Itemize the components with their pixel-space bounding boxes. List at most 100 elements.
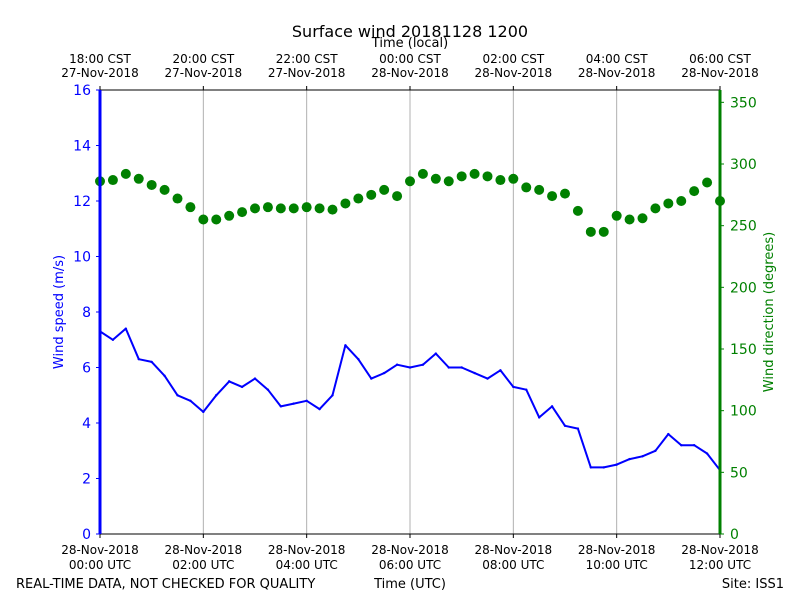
wind-speed-point (512, 385, 515, 389)
wind-direction-point (107, 175, 118, 186)
wind-direction-point (314, 203, 325, 214)
wind-direction-point (275, 203, 286, 214)
wind-speed-point (279, 405, 283, 408)
wind-speed-point (357, 357, 360, 361)
wind-speed-point (563, 424, 567, 427)
wind-direction-point (508, 173, 519, 184)
wind-speed-point (628, 457, 631, 461)
right-tick-label: 50 (730, 465, 748, 481)
footer-site: Site: ISS1 (722, 577, 784, 592)
wind-direction-point (482, 171, 493, 182)
wind-direction-point (469, 168, 480, 179)
wind-direction-point (340, 198, 351, 209)
wind-direction-point (327, 204, 338, 215)
wind-speed-point (525, 388, 528, 391)
wind-speed-point (215, 394, 218, 397)
wind-speed-point (150, 360, 153, 364)
right-tick-label: 300 (730, 157, 757, 173)
left-tick-label: 0 (82, 527, 91, 543)
top-tick-date: 28-Nov-2018 (371, 66, 449, 80)
top-axis-label: Time (local) (371, 36, 448, 51)
wind-direction-point (585, 226, 596, 237)
bottom-tick-date: 28-Nov-2018 (165, 543, 243, 557)
wind-direction-point (560, 188, 570, 199)
wind-speed-point (370, 377, 373, 380)
wind-speed-point (111, 338, 115, 341)
left-tick-label: 4 (82, 416, 91, 432)
wind-direction-point (495, 175, 506, 186)
wind-direction-point (120, 168, 131, 179)
wind-direction-point (663, 198, 674, 209)
wind-speed-point (240, 385, 244, 389)
wind-speed-point (705, 452, 709, 455)
wind-direction-point (689, 186, 700, 197)
wind-speed-point (537, 416, 541, 419)
wind-speed-point (473, 371, 476, 375)
wind-speed-point (189, 399, 192, 402)
wind-direction-point (702, 177, 713, 188)
wind-speed-point (641, 455, 644, 458)
bottom-axis-label: Time (UTC) (373, 577, 446, 592)
right-tick-label: 350 (730, 95, 757, 111)
wind-direction-point (211, 214, 222, 225)
wind-direction-point (534, 184, 545, 195)
right-tick-label: 0 (730, 527, 739, 543)
wind-direction-point (572, 205, 583, 216)
chart-title: Surface wind 20181128 1200 (292, 22, 528, 41)
bottom-tick-date: 28-Nov-2018 (61, 543, 139, 557)
left-tick-label: 10 (73, 250, 91, 266)
top-tick-time: 20:00 CST (172, 52, 234, 66)
wind-speed-point (331, 394, 334, 397)
left-tick-label: 8 (82, 305, 91, 321)
wind-direction-point (353, 193, 364, 204)
wind-direction-point (262, 202, 273, 213)
wind-speed-point (266, 388, 270, 391)
top-tick-date: 27-Nov-2018 (61, 66, 139, 80)
wind-direction-point (366, 189, 377, 200)
right-tick-label: 250 (730, 219, 757, 235)
left-tick-label: 2 (82, 472, 91, 488)
wind-speed-point (421, 363, 425, 366)
right-tick-label: 100 (730, 404, 757, 420)
wind-direction-point (379, 184, 390, 195)
bottom-tick-time: 08:00 UTC (482, 558, 544, 572)
wind-speed-point (124, 327, 128, 330)
wind-speed-point (434, 352, 438, 355)
top-tick-time: 22:00 CST (276, 52, 338, 66)
wind-direction-point (172, 193, 183, 204)
wind-speed-point (576, 427, 580, 430)
top-tick-date: 27-Nov-2018 (165, 66, 243, 80)
wind-speed-point (176, 394, 179, 397)
bottom-tick-date: 28-Nov-2018 (475, 543, 553, 557)
wind-speed-point (382, 371, 386, 375)
left-axis-label: Wind speed (m/s) (52, 255, 67, 369)
wind-direction-point (301, 202, 312, 213)
wind-speed-point (163, 374, 166, 378)
wind-direction-point (521, 182, 532, 193)
wind-direction-point (288, 203, 299, 214)
wind-speed-point (395, 363, 399, 366)
wind-direction-point (637, 213, 648, 224)
bottom-tick-time: 04:00 UTC (276, 558, 338, 572)
wind-speed-point (680, 444, 683, 447)
wind-speed-point (602, 466, 605, 469)
top-tick-time: 00:00 CST (379, 52, 441, 66)
right-tick-label: 150 (730, 342, 757, 358)
wind-direction-point (456, 171, 467, 182)
wind-speed-point (486, 377, 489, 380)
top-tick-date: 28-Nov-2018 (681, 66, 759, 80)
grid-lines (202, 90, 618, 534)
top-tick-date: 28-Nov-2018 (475, 66, 553, 80)
wind-speed-point (318, 407, 321, 411)
wind-speed-point (305, 399, 308, 402)
wind-direction-point (650, 203, 661, 214)
wind-direction-point (198, 214, 209, 225)
bottom-tick-date: 28-Nov-2018 (371, 543, 449, 557)
top-tick-time: 18:00 CST (69, 52, 131, 66)
wind-direction-point (547, 191, 558, 202)
wind-direction-point (224, 210, 235, 221)
wind-speed-point (615, 463, 618, 466)
left-tick-label: 14 (73, 139, 91, 155)
wind-direction-point (237, 207, 248, 218)
left-tick-label: 6 (82, 361, 91, 377)
